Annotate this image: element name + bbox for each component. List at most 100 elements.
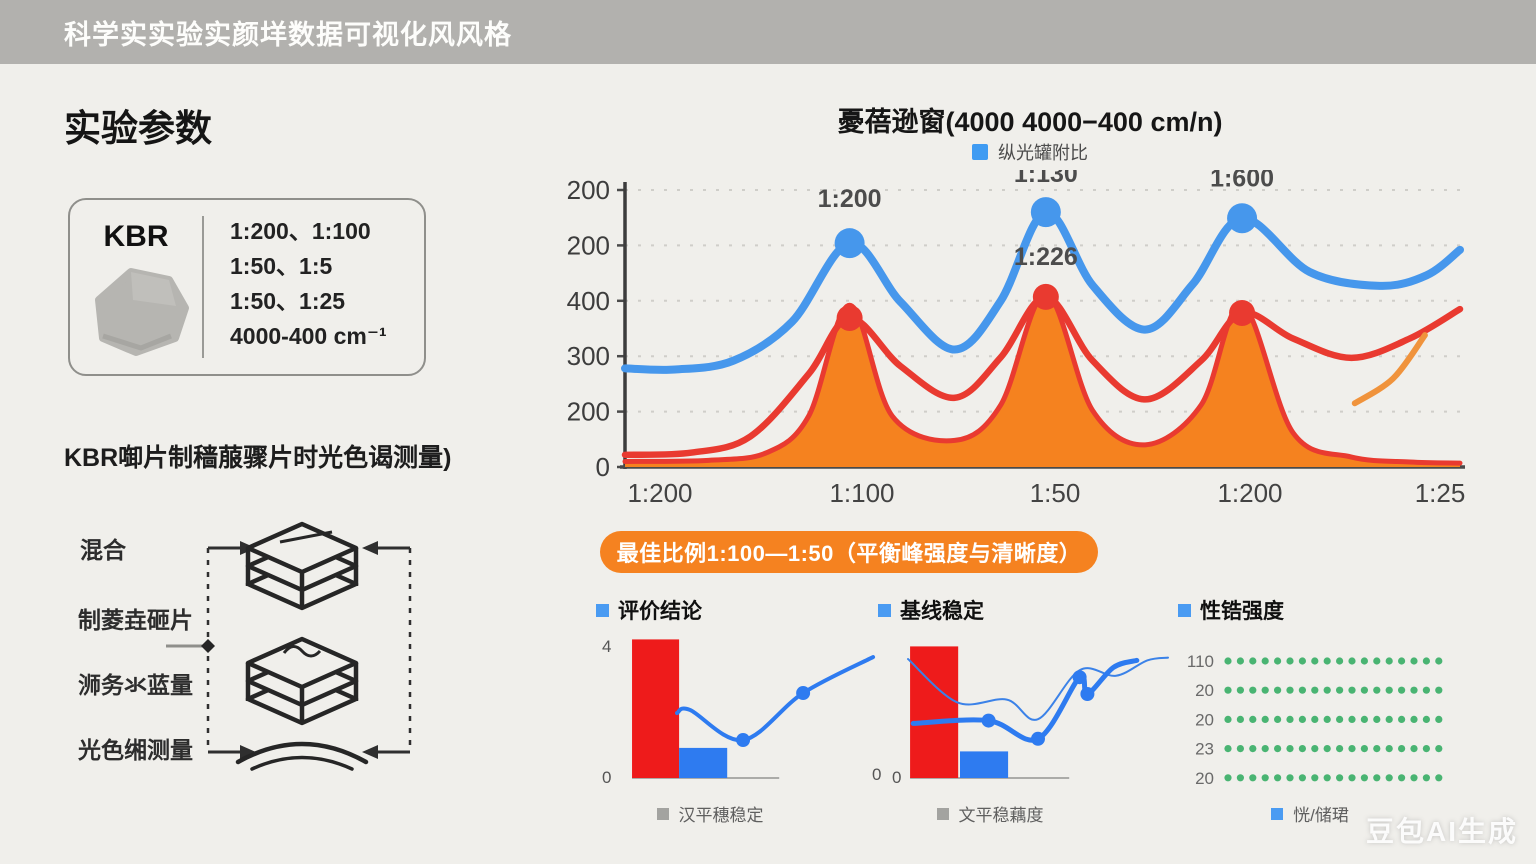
green-dot — [1286, 686, 1294, 694]
arrow-left-icon — [362, 541, 378, 555]
data-label: 1:226 — [1014, 243, 1078, 271]
ai-watermark: 豆包AI生成 — [1365, 816, 1518, 847]
green-dot — [1323, 657, 1331, 665]
junction-diamond-icon — [201, 639, 215, 653]
mini-line-marker — [981, 713, 996, 728]
green-dot — [1422, 774, 1430, 782]
blue-ratio-line-marker — [834, 228, 865, 259]
green-dot — [1323, 715, 1331, 723]
process-flow-diagram — [166, 521, 412, 771]
y-tick-label: 200 — [567, 230, 610, 260]
green-dot — [1298, 686, 1306, 694]
green-dot — [1398, 774, 1406, 782]
green-dot — [1348, 745, 1356, 753]
green-dot — [1422, 686, 1430, 694]
mini-caption-strength: 恍/储珺 — [1210, 801, 1410, 826]
blue-square-icon — [596, 603, 609, 617]
green-dot — [1398, 745, 1406, 753]
green-dot — [1360, 686, 1368, 694]
mini-caption-label: 恍/储珺 — [1293, 806, 1349, 825]
mini-line — [675, 655, 876, 743]
green-dot — [1274, 686, 1282, 694]
green-dot — [1261, 657, 1269, 665]
x-tick-label: 1:25 — [1415, 478, 1466, 508]
legend-square-icon — [972, 144, 988, 160]
diagram-subtitle: KBR啣片制穑菔骤片时光色谒测量) — [64, 444, 452, 472]
green-dot — [1286, 745, 1294, 753]
y-tick-label: 0 — [596, 452, 610, 482]
ratio-line: 1:50、1:5 — [230, 253, 333, 279]
green-dot — [1398, 657, 1406, 665]
chart-legend: 纵光罐附比 — [560, 139, 1500, 165]
flow-step-optics: 光色缃测量 — [78, 737, 193, 763]
blue-ratio-line-marker — [1030, 197, 1061, 228]
green-dot — [1298, 715, 1306, 723]
green-dot — [1360, 774, 1368, 782]
green-dot — [1435, 774, 1443, 782]
green-dot — [1373, 715, 1381, 723]
green-dot — [1236, 715, 1244, 723]
mini-y-tick: 4 — [602, 637, 611, 656]
green-dot — [1373, 657, 1381, 665]
green-dot — [1286, 715, 1294, 723]
green-dot — [1385, 686, 1393, 694]
kbr-sample-image — [95, 268, 189, 356]
green-dot — [1348, 686, 1356, 694]
wavenumber-range: 4000-400 cm⁻¹ — [230, 323, 387, 349]
green-dot — [1311, 745, 1319, 753]
green-dot — [1323, 745, 1331, 753]
green-dot — [1236, 657, 1244, 665]
mini-caption-label: 文平稳藕度 — [958, 806, 1044, 825]
mini-y-tick: 0 — [872, 765, 881, 784]
red-area-line-fill — [625, 294, 1460, 467]
y-tick-label: 200 — [567, 397, 610, 427]
green-dot — [1336, 745, 1344, 753]
green-dot — [1298, 774, 1306, 782]
arrow-left-icon — [362, 745, 378, 759]
data-label: 1:130 — [1014, 170, 1078, 188]
green-dot — [1224, 745, 1232, 753]
green-dot — [1261, 774, 1269, 782]
green-dot — [1298, 657, 1306, 665]
mini-heading-label: 评价结论 — [618, 600, 702, 623]
green-dot — [1435, 745, 1443, 753]
green-dot — [1360, 715, 1368, 723]
dot-row-label: 110 — [1187, 652, 1214, 671]
blue-square-icon — [1178, 603, 1191, 617]
mini-line-marker — [736, 733, 751, 748]
green-dot — [1274, 657, 1282, 665]
red-bar — [632, 639, 680, 778]
green-dot — [1261, 745, 1269, 753]
mini-chart-eval: 4 0 0 — [602, 637, 881, 787]
data-label: 1:200 — [818, 185, 882, 213]
card-divider — [202, 216, 204, 358]
flow-step-press: 制菱垚砸片 — [78, 607, 193, 633]
blue-square-icon — [878, 603, 891, 617]
green-dot — [1348, 657, 1356, 665]
green-dot — [1224, 774, 1232, 782]
header-title: 科学实实验实颜垟数据可视化风风格 — [64, 19, 512, 50]
mini-heading-eval: 评价结论 — [596, 595, 702, 625]
green-dot — [1422, 715, 1430, 723]
mini-heading-label: 基线稳定 — [900, 600, 984, 623]
green-dot — [1410, 657, 1418, 665]
dot-row-label: 20 — [1195, 769, 1214, 788]
x-tick-label: 1:50 — [1030, 478, 1081, 508]
gray-square-icon — [936, 807, 949, 820]
material-label: KBR — [103, 220, 169, 253]
gray-square-icon — [656, 807, 669, 820]
flow-step-measure: 浉务氺蓝量 — [78, 672, 193, 698]
green-dot — [1224, 657, 1232, 665]
x-tick-label: 1:200 — [1217, 478, 1282, 508]
green-dot — [1224, 686, 1232, 694]
green-dot — [1385, 715, 1393, 723]
green-dot — [1398, 686, 1406, 694]
mini-line-marker — [796, 686, 811, 701]
green-dot — [1236, 745, 1244, 753]
green-dot — [1274, 715, 1282, 723]
green-dot — [1311, 657, 1319, 665]
green-dot — [1236, 774, 1244, 782]
blue-square-icon — [1271, 807, 1284, 820]
green-dot — [1249, 745, 1257, 753]
green-dot — [1261, 686, 1269, 694]
